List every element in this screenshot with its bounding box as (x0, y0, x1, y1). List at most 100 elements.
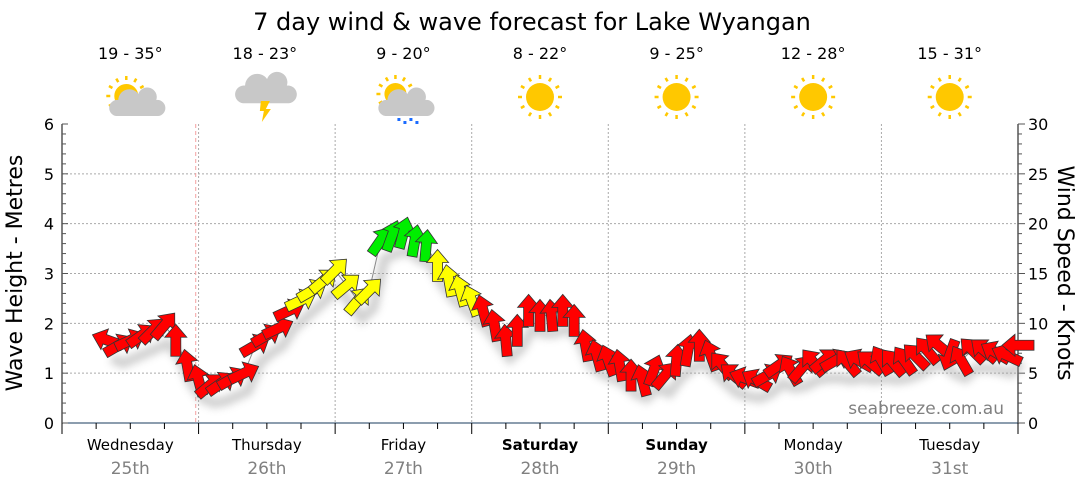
sun-ray (691, 104, 697, 110)
date-label: 27th (384, 459, 423, 479)
sun-ray (139, 84, 145, 90)
daily-forecast-row: 19 - 35° 18 - 23° 9 - 20° 8 - 22° 9 - 25° 12 … (98, 44, 982, 124)
sun-ray (520, 104, 526, 110)
sun-ray (133, 78, 138, 83)
sun-ray (937, 77, 942, 83)
wind-arrow (1001, 333, 1035, 358)
wind-arrow (650, 362, 676, 392)
left-tick-label: 5 (44, 165, 54, 184)
date-label: 25th (111, 459, 150, 479)
temperature-range: 9 - 20° (376, 44, 430, 63)
sunny-icon (927, 75, 972, 119)
sunny-icon (518, 75, 562, 119)
sun-ray (554, 84, 560, 90)
right-tick-label: 20 (1028, 215, 1048, 234)
cloud-shape (378, 87, 435, 116)
sun-ray (964, 84, 970, 90)
day-label: Monday (784, 436, 843, 454)
rain-drop (397, 118, 401, 121)
sun-ray (793, 84, 799, 90)
sun-ray (108, 84, 114, 90)
partly-cloudy-icon (106, 76, 166, 116)
shadow-trail (109, 245, 1026, 409)
wind-arrows (91, 216, 1035, 400)
sun-ray (957, 111, 962, 117)
sun-ray (664, 77, 669, 83)
sun-ray (930, 104, 935, 110)
date-label: 26th (247, 459, 286, 479)
axes: 0 1 2 3 4 5 6 0 5 10 15 20 25 30 Wednesday 25th Thursday… (44, 115, 1049, 479)
sun-ray (821, 111, 826, 117)
sun-ray (520, 84, 526, 90)
temperature-range: 15 - 31° (917, 44, 982, 63)
temperature-range: 18 - 23° (233, 44, 298, 63)
day-label: Sunday (645, 436, 708, 454)
temperature-range: 9 - 25° (649, 44, 703, 63)
rain-drop (415, 121, 419, 124)
thunderstorm-icon (235, 71, 297, 122)
sun-ray (828, 104, 833, 110)
temperature-range: 8 - 22° (513, 44, 567, 63)
date-label: 31st (931, 459, 968, 479)
sun-ray (115, 78, 120, 83)
cloud-shape (235, 71, 297, 104)
sun-ray (547, 77, 553, 83)
wind-arrow (163, 323, 188, 357)
sunny-icon (654, 75, 699, 119)
sun-ray (684, 111, 689, 117)
rain-drop (409, 118, 413, 121)
day-label: Friday (381, 436, 427, 454)
left-axis-label: Wave Height - Metres (3, 155, 28, 392)
sun-ray (821, 77, 826, 83)
sun-ray (378, 83, 384, 88)
left-tick-label: 4 (44, 215, 54, 234)
right-tick-label: 30 (1028, 115, 1048, 134)
wind-arrow (505, 313, 530, 347)
sun-ray (957, 77, 962, 83)
wind-arrow (607, 348, 631, 383)
day-label: Wednesday (87, 436, 174, 454)
sun-ray (930, 84, 935, 90)
temperature-range: 12 - 28° (781, 44, 846, 63)
date-label: 30th (794, 459, 833, 479)
right-axis-label: Wind Speed - Knots (1052, 165, 1077, 380)
sun-ray (527, 111, 533, 117)
right-tick-label: 25 (1028, 165, 1048, 184)
sun-ray (407, 83, 413, 88)
left-tick-label: 2 (44, 314, 54, 333)
sun-disc (799, 83, 828, 111)
sun-ray (684, 77, 689, 83)
sun-ray (664, 111, 669, 117)
wind-arrow (425, 248, 450, 282)
day-label: Tuesday (918, 436, 980, 454)
sun-ray (401, 76, 407, 82)
left-tick-label: 6 (44, 115, 54, 134)
sun-disc (526, 83, 554, 111)
left-tick-label: 3 (44, 265, 54, 284)
sun-ray (656, 84, 662, 90)
sun-ray (691, 84, 697, 90)
right-tick-label: 10 (1028, 314, 1048, 333)
wind-arrow (353, 278, 382, 306)
sun-disc (662, 83, 691, 111)
left-tick-label: 0 (44, 414, 54, 433)
day-label: Thursday (231, 436, 302, 454)
showers-partly-cloudy-icon (376, 75, 435, 124)
chart-title: 7 day wind & wave forecast for Lake Wyan… (253, 8, 811, 36)
sun-ray (801, 111, 806, 117)
left-tick-label: 1 (44, 364, 54, 383)
rain-drop (403, 121, 407, 124)
sun-disc (935, 83, 964, 111)
sun-ray (801, 77, 806, 83)
date-label: 29th (657, 459, 696, 479)
sun-ray (384, 76, 390, 82)
right-tick-label: 0 (1028, 414, 1038, 433)
cloud-shape (109, 87, 166, 116)
right-tick-label: 15 (1028, 265, 1048, 284)
sun-ray (964, 104, 970, 110)
right-tick-label: 5 (1028, 364, 1038, 383)
sun-ray (656, 104, 662, 110)
temperature-range: 19 - 35° (98, 44, 163, 63)
watermark: seabreeze.com.au (848, 399, 1004, 419)
